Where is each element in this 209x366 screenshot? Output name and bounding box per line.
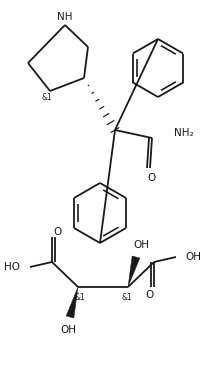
Text: OH: OH [185,252,201,262]
Text: OH: OH [60,325,76,335]
Text: HO: HO [4,262,20,272]
Text: &1: &1 [75,294,85,303]
Text: O: O [148,173,156,183]
Polygon shape [128,256,140,287]
Polygon shape [66,287,78,318]
Text: O: O [145,290,153,300]
Text: &1: &1 [42,93,52,102]
Text: NH: NH [57,12,73,22]
Text: O: O [54,227,62,237]
Text: OH: OH [133,240,149,250]
Text: NH₂: NH₂ [174,128,194,138]
Text: &1: &1 [122,294,132,303]
